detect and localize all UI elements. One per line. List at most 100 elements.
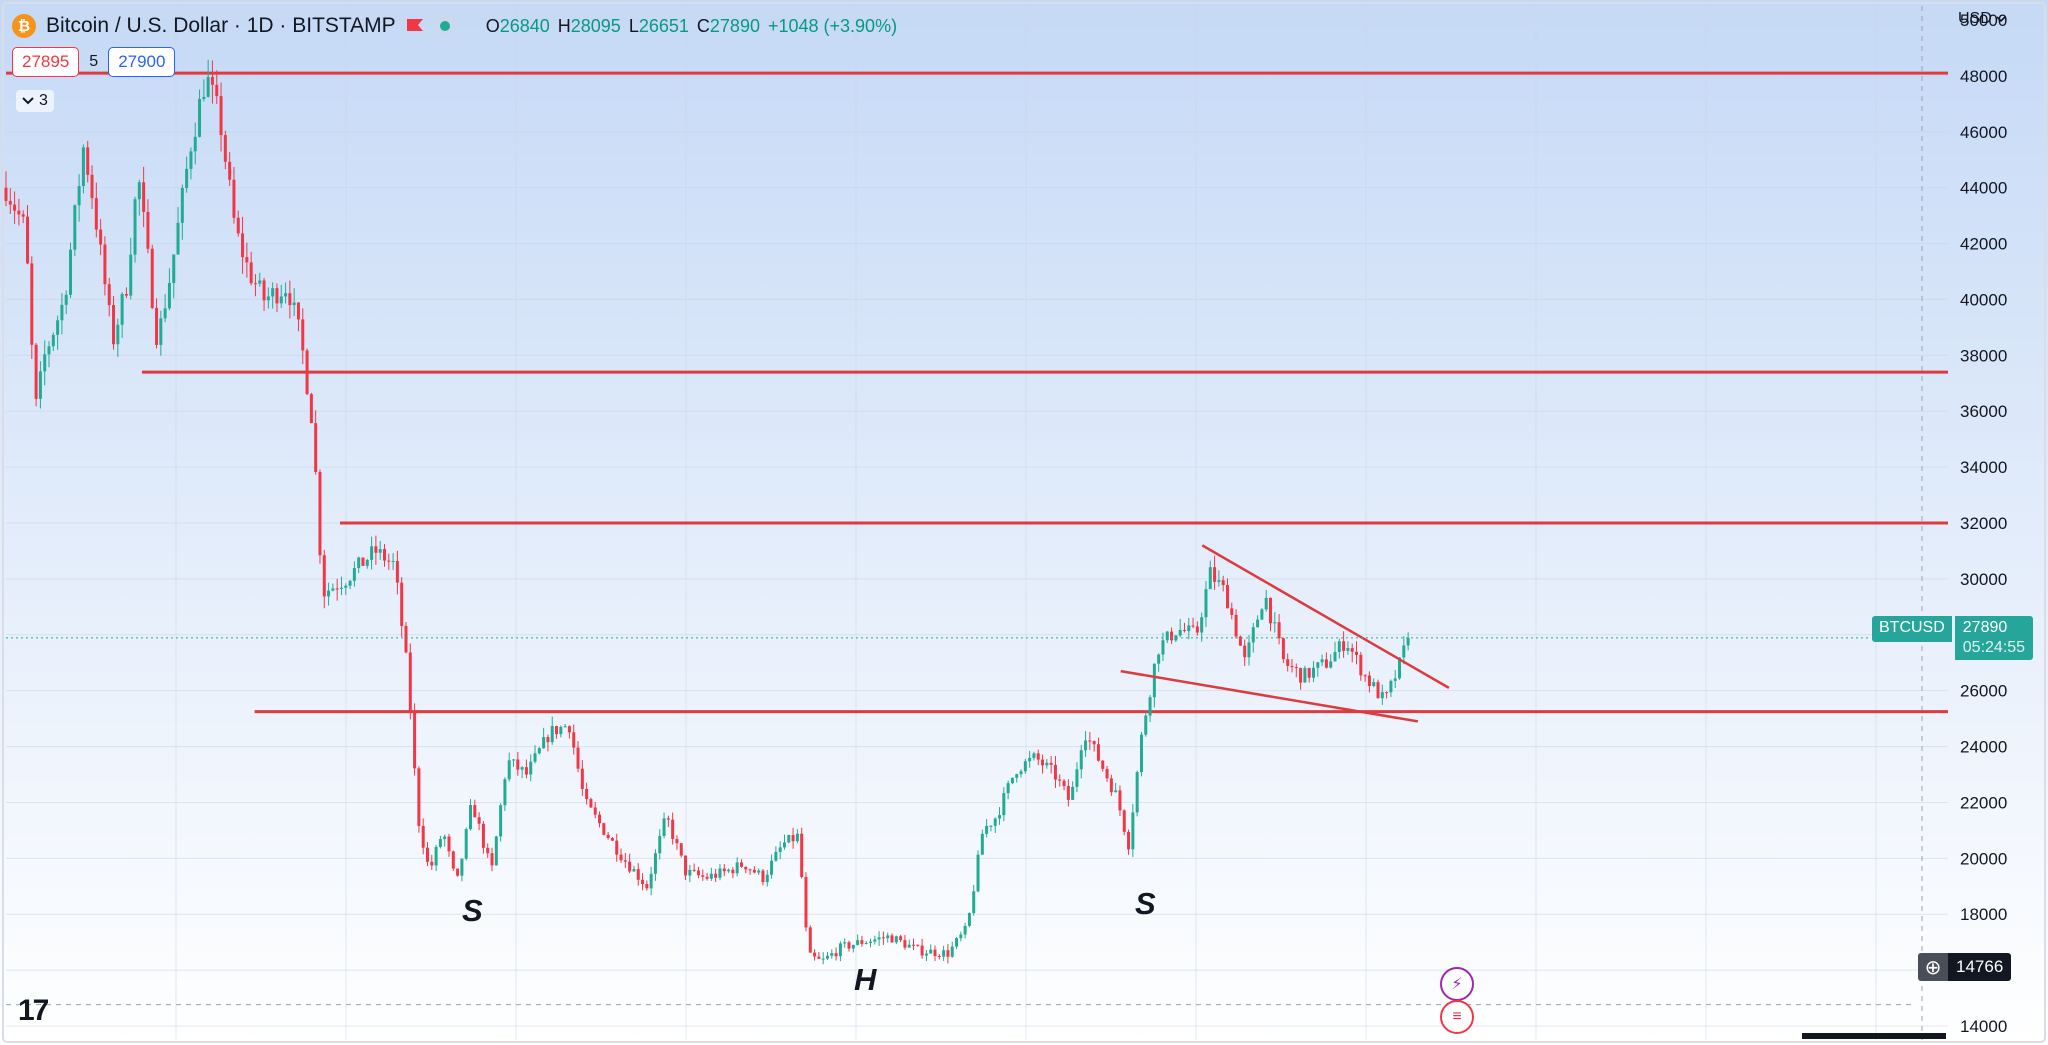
candle-body [357,557,361,569]
candle-body [649,873,653,889]
candle-body [43,354,47,372]
candle-body [1230,608,1234,615]
candle-body [976,854,980,892]
candle-body [1303,668,1307,683]
candle-body [1342,641,1346,651]
candle-body [924,953,928,956]
us-flag-icon[interactable]: ≡ [1440,1000,1474,1034]
candle-body [1225,585,1229,609]
candle-body [137,182,141,200]
candle-body [985,825,989,834]
candle-body [1002,793,1006,816]
add-alert-icon[interactable]: ⊕ [1918,953,1948,981]
candle-body [344,585,348,588]
trendline [1201,544,1450,689]
candle-body [804,877,808,928]
candle-body [473,805,477,818]
candle-body [718,868,722,878]
candle-body [38,371,42,399]
candle-body [219,96,223,136]
candle-body [314,423,318,473]
candle-body [1032,753,1036,758]
candle-body [830,953,834,956]
candle-body [658,835,662,854]
candle-body [425,847,429,862]
candle-body [146,211,150,249]
candle-body [335,588,339,590]
candle-body [413,712,417,769]
candle-body [881,937,885,939]
candle-body [675,839,679,844]
candle-body [877,937,881,940]
candle-body [993,818,997,826]
candle-body [163,308,167,319]
market-status-icon[interactable] [433,15,456,37]
candle-body [666,818,670,820]
candle-body [765,874,769,883]
candle-body [1109,778,1113,793]
candle-body [838,943,842,957]
ohlc-values: O26840 H28095 L26651 C27890 +1048 (+3.90… [486,16,897,37]
candle-body [503,779,507,806]
candle-body [576,747,580,769]
candle-body [279,296,283,304]
candle-body [1281,638,1285,660]
candle-body [623,860,627,862]
candle-body [1312,667,1316,678]
currency-select[interactable]: USD [1958,10,2006,28]
flag-icon[interactable] [406,18,424,34]
candle-body [30,263,34,345]
candle-body [1049,762,1053,765]
candle-body [864,942,868,944]
candle-body [533,753,537,762]
candle-body [899,936,903,941]
buy-button[interactable]: 27900 [108,47,176,77]
candle-body [688,869,692,876]
candle-body [524,767,528,775]
candle-body [387,560,391,562]
scroll-indicator[interactable] [1802,1033,1946,1039]
candle-body [1157,654,1161,664]
candle-body [64,294,68,305]
y-tick-label: 14000 [1960,1017,2007,1036]
candle-body [1359,654,1363,676]
candle-body [253,283,257,285]
candle-body [542,737,546,749]
candle-body [907,944,911,948]
candle-body [469,805,473,830]
candle-body [795,833,799,842]
candle-body [1131,812,1135,850]
candle-body [1234,614,1238,637]
candle-body [567,726,571,733]
candle-body [1372,682,1376,687]
candle-body [735,862,739,874]
y-tick-label: 40000 [1960,290,2007,309]
candle-body [1380,692,1384,699]
symbol-title[interactable]: Bitcoin / U.S. Dollar · 1D · BITSTAMP [46,14,396,37]
candle-body [258,280,262,284]
candle-body [236,217,240,234]
candle-body [550,726,554,743]
indicators-toggle-button[interactable]: 3 [16,90,54,112]
candle-body [73,205,77,250]
tradingview-logo[interactable]: 17 [18,994,49,1027]
candle-body [950,946,954,957]
candle-body [1329,661,1333,668]
candle-body [374,546,378,553]
candle-body [309,394,313,424]
candle-body [1256,619,1260,628]
candle-body [1213,567,1217,582]
candle-body [645,884,649,889]
candle-body [1393,678,1397,681]
candle-body [172,254,176,283]
candle-body [94,198,98,230]
sell-button[interactable]: 27895 [12,47,80,77]
lightning-icon[interactable]: ⚡ [1440,967,1474,1001]
candle-body [404,625,408,653]
candle-body [1053,764,1057,780]
candle-body [731,869,735,874]
candle-body [150,248,154,308]
